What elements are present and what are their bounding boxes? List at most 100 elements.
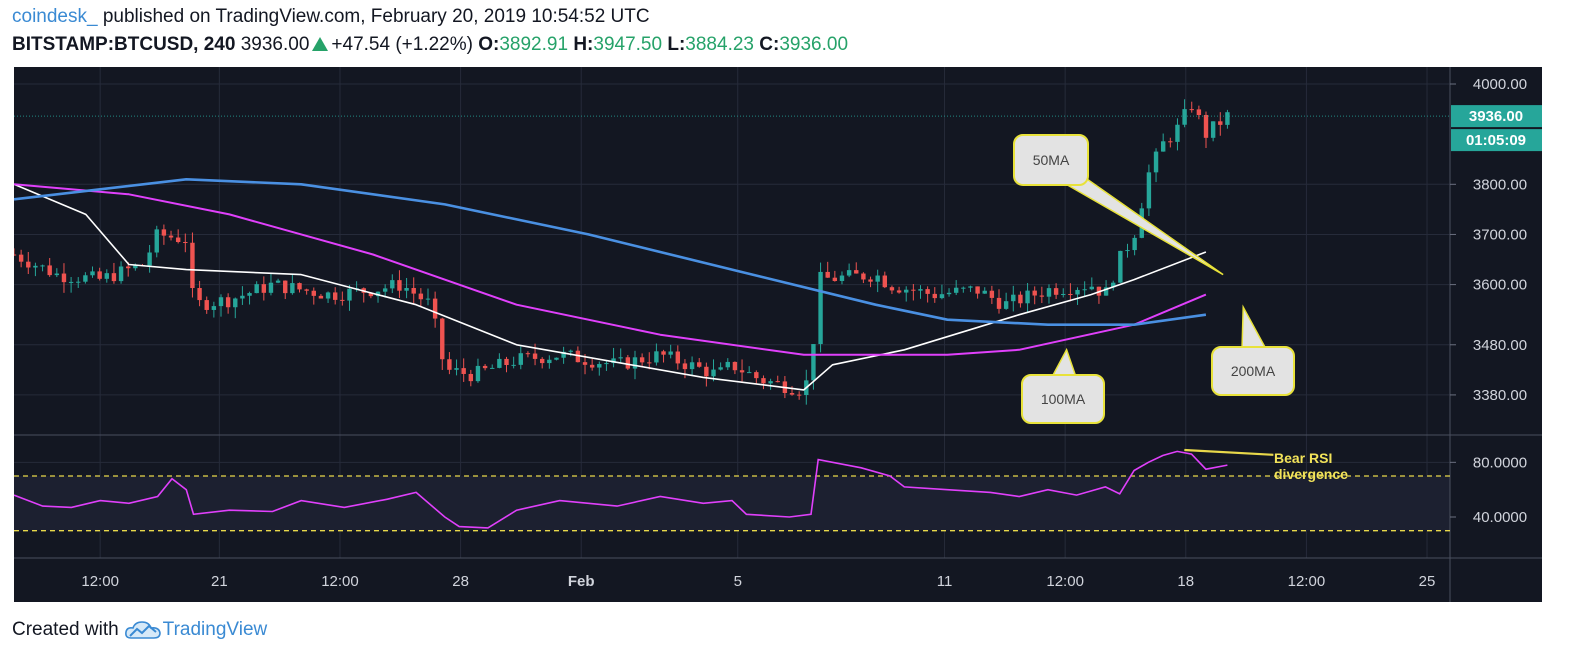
candle-body [968, 286, 973, 288]
divergence-label: divergence [1274, 466, 1348, 482]
candle-body [996, 297, 1002, 309]
candle-body [868, 279, 873, 282]
candle-body [482, 365, 488, 369]
candle-body [1203, 115, 1209, 138]
candle-body [647, 362, 652, 364]
candle-body [447, 359, 452, 370]
candle-body [504, 358, 509, 366]
rsi-axis[interactable]: 80.0000 40.0000 [1450, 454, 1527, 526]
candle-body [1061, 293, 1066, 295]
candle-body [118, 266, 124, 282]
high-value: 3947.50 [593, 34, 663, 55]
candle-body [625, 357, 631, 369]
up-triangle-icon [312, 37, 329, 51]
tradingview-link[interactable]: TradingView [162, 619, 268, 640]
candle-body [18, 254, 24, 262]
candle-body [632, 357, 638, 369]
candle-body [104, 273, 109, 279]
candle-body [404, 288, 409, 291]
candle-body [247, 293, 252, 296]
candle-body [854, 270, 859, 274]
candle-body [668, 351, 673, 355]
time-tick-label: 12:00 [1288, 573, 1326, 590]
time-tick-label: 12:00 [81, 573, 119, 590]
candle-body [390, 280, 395, 289]
candle-body [604, 363, 609, 365]
candle-body [297, 283, 302, 290]
candle-body [1189, 109, 1194, 111]
price-tick-label: 3700.00 [1473, 226, 1527, 243]
candle-body [183, 242, 188, 244]
rsi-line [13, 450, 1228, 529]
tradingview-cloud-icon [124, 621, 161, 639]
candle-body [846, 270, 852, 276]
chart[interactable]: 50MA 100MA 200MA Bear RSI divergence 4000.00… [11, 67, 1542, 602]
candle-body [746, 372, 752, 374]
candle-body [775, 381, 780, 383]
candle-body [468, 373, 474, 382]
time-tick-label: Feb [568, 573, 595, 590]
time-tick-label: 5 [734, 573, 742, 590]
candle-body [290, 283, 295, 294]
candle-body [711, 369, 716, 377]
candle-body [618, 357, 623, 359]
candle-body [61, 273, 67, 283]
candle-body [989, 290, 995, 298]
candle-body [1196, 109, 1202, 116]
candle-body [554, 357, 559, 360]
candle-body [539, 358, 545, 364]
callout-box [1021, 374, 1105, 424]
candle-body [1053, 288, 1059, 295]
candle-body [1225, 112, 1230, 125]
candle-body [204, 300, 209, 310]
candle-body [133, 264, 138, 269]
candle-body [1182, 109, 1187, 125]
candle-body [1025, 290, 1030, 304]
candle-body [1175, 124, 1180, 142]
candle-body [1118, 250, 1123, 283]
ma-line-200ma [13, 178, 1207, 326]
close-value: 3936.00 [779, 34, 849, 55]
callout-box [1013, 134, 1089, 186]
candle-body [1153, 151, 1159, 173]
candle-body [161, 229, 167, 236]
candle-body [147, 252, 152, 266]
publish-info: published on TradingView.com, February 2… [102, 6, 650, 27]
candle-body [961, 287, 966, 289]
candle-body [789, 393, 795, 395]
candle-body [1068, 293, 1073, 295]
candle-body [318, 295, 324, 299]
divergence-label: Bear RSI [1274, 450, 1332, 466]
close-label: C: [759, 34, 780, 55]
time-tick-label: 25 [1419, 573, 1436, 590]
open-label: O: [478, 34, 500, 55]
candle-body [225, 297, 231, 308]
rsi-tick-label: 40.0000 [1473, 509, 1527, 526]
last-price: 3936.00 [240, 34, 310, 55]
candle-body [597, 364, 602, 368]
time-tick-label: 18 [1177, 573, 1194, 590]
time-axis[interactable]: 12:00 21 12:00 28 Feb 5 11 12:00 18 12:00 25 [81, 573, 1435, 590]
rsi-series [13, 450, 1228, 529]
candle-body [340, 299, 345, 301]
divergence-line [1184, 448, 1274, 456]
candle-body [918, 289, 923, 291]
candle-body [525, 353, 531, 355]
candle-body [946, 292, 952, 295]
price-tick-label: 3800.00 [1473, 176, 1527, 193]
candle-body [1089, 286, 1095, 290]
author-name[interactable]: coindesk_ [12, 6, 98, 27]
candle-body [440, 318, 445, 360]
candle-body [889, 287, 895, 291]
callout-label: 50MA [1033, 152, 1070, 168]
candle-body [1125, 250, 1130, 252]
candle-body [575, 350, 581, 363]
footer: Created with TradingView [12, 619, 267, 641]
candle-body [154, 229, 159, 253]
candle-body [283, 280, 288, 294]
candle-body [818, 271, 823, 345]
price-axis[interactable]: 4000.00 3800.00 3700.00 3600.00 3480.00 3380.… [1450, 76, 1527, 404]
price-tags: 3936.00 01:05:09 [14, 105, 1542, 152]
